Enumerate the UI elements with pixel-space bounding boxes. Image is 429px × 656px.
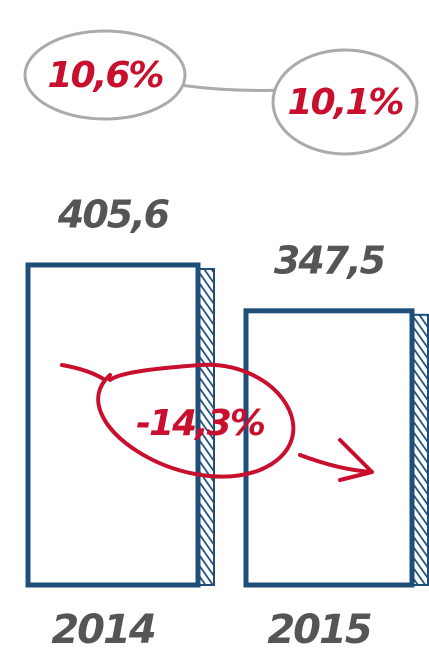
annotation: 10,6% (48, 55, 164, 96)
value-label: 405,6 (57, 192, 170, 236)
connector (179, 83, 283, 92)
x-tick-label: 2014 (51, 607, 154, 653)
change-oval (60, 362, 296, 479)
bar (243, 308, 415, 588)
change-arrow (298, 438, 374, 482)
annotation: 10,1% (288, 82, 404, 123)
bar (25, 262, 201, 588)
value-label: 347,5 (274, 238, 385, 282)
annotation: -14,3% (136, 403, 265, 444)
oval (23, 29, 187, 121)
x-tick-label: 2015 (267, 607, 370, 653)
oval (271, 48, 419, 156)
